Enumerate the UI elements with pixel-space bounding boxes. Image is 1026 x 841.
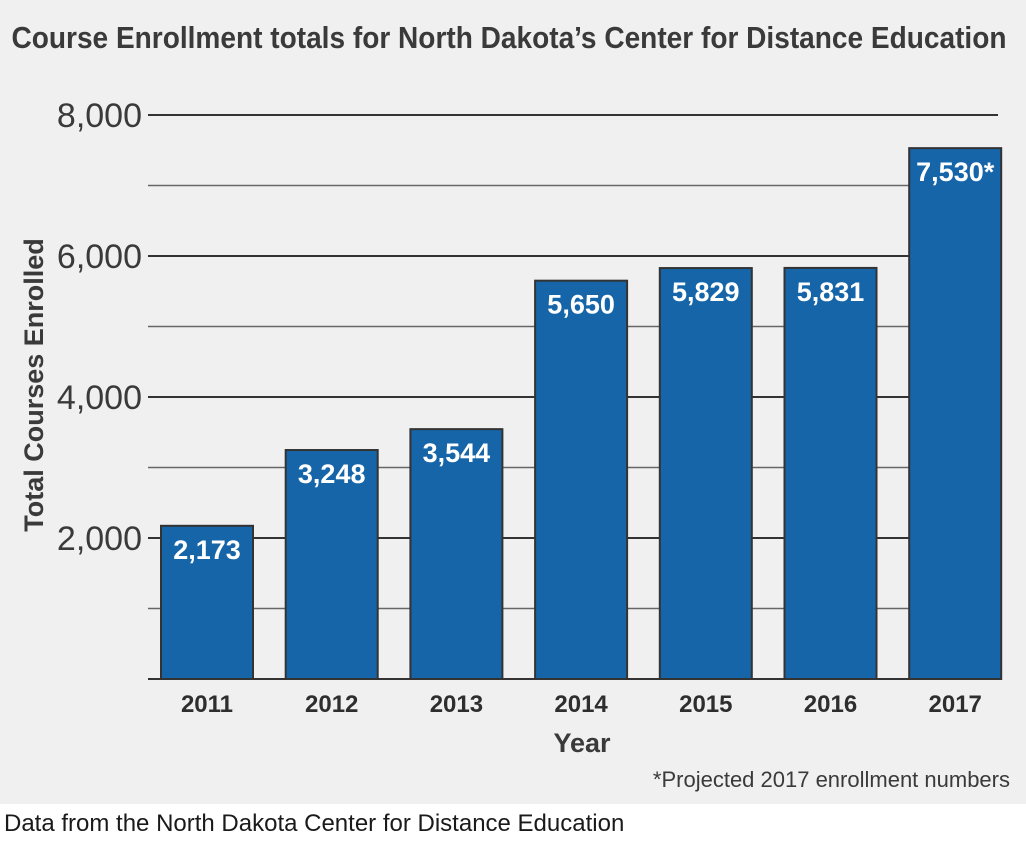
chart-panel: Course Enrollment totals for North Dakot… — [0, 0, 1026, 804]
bar-2012 — [284, 449, 379, 680]
x-tick-label: 2016 — [804, 691, 857, 718]
data-label: 7,530* — [916, 157, 995, 187]
x-tick-label: 2013 — [430, 691, 483, 718]
y-axis-ticks: 2,000 4,000 6,000 8,000 — [57, 97, 142, 558]
y-tick-label: 2,000 — [57, 520, 142, 558]
chart-title: Course Enrollment totals for North Dakot… — [12, 20, 1007, 55]
bar-2014 — [534, 279, 629, 680]
bar-2016 — [783, 266, 878, 680]
bars: 2,173 3,248 3,544 5,650 5,829 5,831 7,530* — [160, 147, 1003, 681]
y-tick-label: 4,000 — [57, 379, 142, 417]
x-axis-ticks: 2011 2012 2013 2014 2015 2016 2017 — [181, 691, 982, 718]
x-tick-label: 2017 — [929, 691, 982, 718]
projection-footnote: *Projected 2017 enrollment numbers — [653, 767, 1010, 792]
bar-2015 — [658, 267, 753, 680]
bar-2017 — [908, 147, 1003, 680]
x-tick-label: 2014 — [554, 691, 608, 718]
bar-2011 — [160, 524, 254, 681]
data-label: 3,544 — [423, 438, 491, 468]
data-label: 5,650 — [547, 290, 615, 320]
y-tick-label: 6,000 — [57, 238, 142, 276]
source-credit: Data from the North Dakota Center for Di… — [4, 810, 625, 837]
x-axis-title: Year — [553, 728, 611, 758]
bar-2013 — [409, 428, 504, 681]
x-tick-label: 2011 — [181, 691, 233, 718]
data-label: 5,829 — [672, 277, 740, 307]
data-label: 5,831 — [797, 277, 865, 307]
data-label: 3,248 — [298, 459, 366, 489]
chart: Course Enrollment totals for North Dakot… — [12, 20, 1011, 792]
y-tick-label: 8,000 — [57, 97, 142, 135]
x-tick-label: 2012 — [305, 691, 358, 718]
data-label: 2,173 — [173, 535, 241, 565]
y-axis-title: Total Courses Enrolled — [19, 238, 49, 532]
x-tick-label: 2015 — [679, 691, 732, 718]
